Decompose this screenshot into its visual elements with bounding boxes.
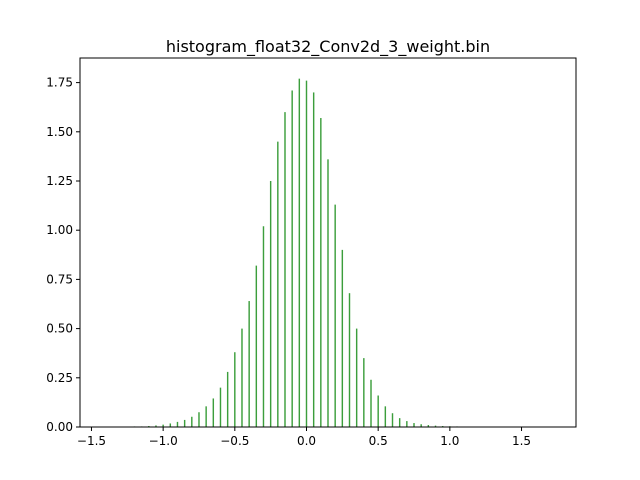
histogram-bar: [234, 352, 236, 427]
histogram-bar: [255, 265, 258, 427]
y-tick-label: 0.50: [46, 322, 73, 336]
plot-frame: [79, 57, 577, 428]
x-axis: −1.5 −1.0 −0.5 0.0 0.5 1.0 1.5: [77, 427, 531, 448]
histogram-bar: [363, 358, 365, 427]
x-tick-label: 1.5: [512, 434, 531, 448]
histogram-bar: [191, 416, 193, 427]
x-tick-label: −1.0: [149, 434, 178, 448]
y-tick-label: 1.25: [46, 174, 73, 188]
histogram-bar: [284, 112, 286, 428]
histogram-bar: [384, 406, 387, 427]
histogram-bar: [406, 421, 408, 427]
histogram-bar: [327, 159, 329, 427]
histogram-bar: [334, 204, 336, 427]
y-axis: 0.00 0.25 0.50 0.75 1.00 1.25 1.50 1.75: [46, 76, 80, 434]
histogram-bar: [391, 413, 394, 427]
histogram-bar: [155, 425, 157, 427]
chart-title: histogram_float32_Conv2d_3_weight.bin: [166, 37, 490, 57]
y-tick-label: 0.00: [46, 420, 73, 434]
histogram-bar: [398, 418, 401, 427]
x-tick-label: −1.5: [77, 434, 106, 448]
histogram-bar: [370, 379, 372, 427]
histogram-bar: [427, 425, 430, 427]
histogram-bar: [262, 226, 265, 427]
histogram-bar: [269, 181, 272, 427]
histogram-bar: [305, 80, 308, 427]
x-tick-label: 0.0: [297, 434, 316, 448]
histogram-bar: [162, 424, 164, 427]
histogram-bar: [183, 419, 186, 427]
histogram-bar: [291, 90, 293, 427]
histogram-bar: [241, 328, 243, 427]
histogram-bar: [198, 412, 200, 427]
histogram-bar: [298, 78, 301, 427]
histogram-bars: [133, 78, 551, 428]
y-tick-label: 0.25: [46, 371, 73, 385]
x-tick-label: 0.5: [369, 434, 388, 448]
histogram-bar: [169, 423, 172, 427]
histogram-bar: [420, 424, 422, 427]
histogram-bar: [312, 92, 315, 427]
histogram-bar: [219, 387, 222, 427]
y-tick-label: 1.75: [46, 76, 73, 90]
histogram-bar: [226, 371, 229, 427]
histogram-bar: [248, 301, 250, 427]
y-tick-label: 0.75: [46, 272, 73, 286]
histogram-bar: [377, 395, 379, 427]
histogram-bar: [341, 249, 344, 427]
histogram-bar: [320, 118, 322, 428]
histogram-bar: [348, 293, 351, 427]
y-tick-label: 1.00: [46, 223, 73, 237]
y-tick-label: 1.50: [46, 125, 73, 139]
histogram-bar: [212, 398, 215, 427]
x-tick-label: −0.5: [220, 434, 249, 448]
histogram-bar: [205, 406, 207, 427]
histogram-bar: [434, 425, 437, 427]
x-tick-label: 1.0: [440, 434, 459, 448]
histogram-bar: [413, 423, 415, 427]
histogram-bar: [355, 328, 358, 427]
histogram-bar: [277, 141, 279, 427]
histogram-bar: [176, 421, 179, 427]
